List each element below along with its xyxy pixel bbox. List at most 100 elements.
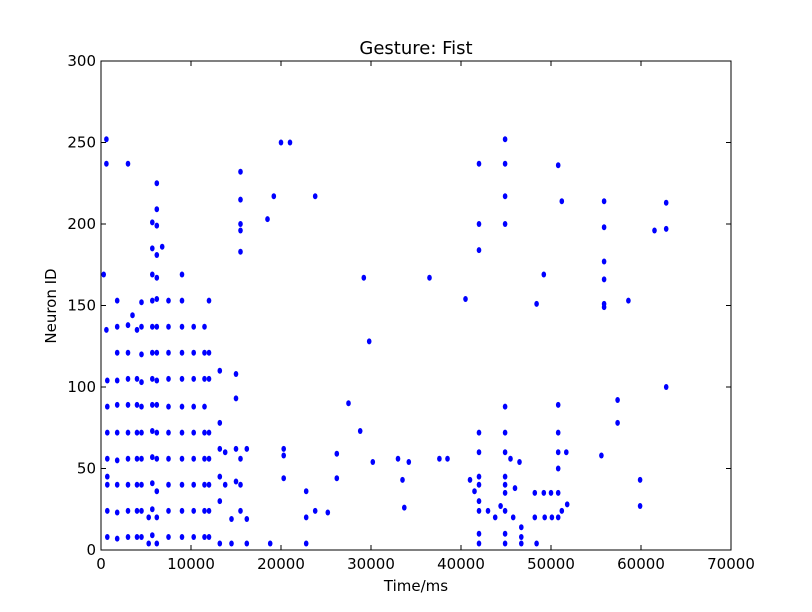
spike-point bbox=[114, 457, 120, 464]
spike-point bbox=[312, 507, 318, 514]
spike-point bbox=[541, 271, 547, 278]
x-tick-label: 50000 bbox=[527, 555, 575, 573]
spike-point bbox=[202, 455, 207, 462]
spike-point bbox=[125, 375, 131, 382]
spike-point bbox=[217, 419, 223, 426]
spike-point bbox=[512, 485, 518, 492]
spike-point bbox=[105, 377, 110, 384]
spike-point bbox=[519, 534, 524, 540]
spike-point bbox=[179, 271, 185, 278]
spike-point bbox=[510, 514, 516, 521]
spike-point bbox=[334, 475, 340, 482]
spike-point bbox=[361, 274, 367, 281]
scatter-points bbox=[101, 136, 669, 547]
spike-point bbox=[166, 349, 171, 356]
spike-point bbox=[179, 403, 185, 410]
spike-point bbox=[476, 540, 482, 547]
spike-point bbox=[555, 449, 561, 456]
spike-point bbox=[191, 403, 196, 410]
spike-point bbox=[244, 540, 250, 547]
spike-point bbox=[564, 449, 569, 456]
spike-point bbox=[564, 501, 570, 508]
spike-point bbox=[150, 375, 155, 382]
spike-point bbox=[366, 338, 372, 345]
spike-point bbox=[601, 198, 607, 205]
spike-point bbox=[179, 297, 185, 304]
spike-point bbox=[534, 300, 539, 307]
spike-point bbox=[154, 206, 160, 213]
spike-point bbox=[114, 509, 120, 516]
spike-point bbox=[502, 429, 508, 436]
y-axis-label: Neuron ID bbox=[42, 268, 60, 343]
spike-point bbox=[191, 507, 196, 514]
spike-point bbox=[222, 449, 228, 456]
spike-point bbox=[238, 168, 243, 175]
y-tick-label: 300 bbox=[67, 52, 96, 70]
spike-point bbox=[485, 507, 491, 514]
spike-point bbox=[130, 312, 135, 319]
spike-point bbox=[502, 221, 508, 227]
spike-point bbox=[357, 428, 363, 434]
spike-point bbox=[555, 429, 561, 436]
spike-point bbox=[154, 540, 160, 547]
spike-point bbox=[663, 225, 669, 232]
spike-point bbox=[134, 507, 140, 514]
y-tick-label: 200 bbox=[67, 215, 96, 233]
spike-point bbox=[476, 221, 482, 227]
spike-point bbox=[502, 473, 508, 480]
spike-point bbox=[303, 488, 309, 495]
spike-point bbox=[154, 377, 160, 384]
spike-point bbox=[502, 489, 508, 496]
spike-point bbox=[134, 481, 140, 488]
spike-point bbox=[463, 296, 468, 302]
spike-point bbox=[191, 429, 196, 436]
spike-point bbox=[287, 139, 293, 146]
x-tick-label: 20000 bbox=[257, 555, 305, 573]
spike-point bbox=[601, 258, 607, 265]
spike-point bbox=[325, 509, 331, 516]
spike-point bbox=[166, 297, 171, 304]
spike-point bbox=[265, 216, 270, 223]
spike-point bbox=[206, 375, 212, 382]
spike-point bbox=[202, 534, 207, 540]
spike-point bbox=[154, 323, 160, 330]
y-axis-ticks: 0 50 100 150 200 250 300 bbox=[67, 52, 731, 559]
spike-point bbox=[601, 224, 607, 231]
spike-point bbox=[502, 530, 508, 537]
x-tick-label: 0 bbox=[96, 555, 106, 573]
spike-point bbox=[179, 375, 185, 382]
x-tick-label: 40000 bbox=[437, 555, 485, 573]
spike-point bbox=[114, 481, 120, 488]
spike-point bbox=[179, 534, 185, 540]
spike-point bbox=[303, 540, 309, 547]
spike-point bbox=[179, 429, 185, 436]
spike-point bbox=[159, 243, 165, 250]
spike-point bbox=[105, 429, 110, 436]
spike-point bbox=[238, 248, 243, 255]
spike-point bbox=[134, 401, 140, 408]
spike-point bbox=[467, 476, 473, 483]
spike-point bbox=[508, 455, 513, 462]
spike-point bbox=[637, 503, 643, 509]
spike-point bbox=[154, 401, 160, 408]
spike-point bbox=[402, 504, 407, 511]
spike-point bbox=[267, 540, 273, 547]
spike-point bbox=[139, 323, 144, 330]
spike-point bbox=[445, 455, 450, 462]
spike-point bbox=[134, 534, 140, 540]
spike-point bbox=[125, 322, 131, 329]
spike-point bbox=[146, 514, 151, 521]
spike-point bbox=[202, 481, 207, 488]
spike-point bbox=[244, 516, 250, 522]
spike-point bbox=[150, 480, 155, 487]
spike-point bbox=[217, 473, 223, 480]
spike-point bbox=[125, 455, 131, 462]
spike-point bbox=[541, 489, 547, 496]
spike-point bbox=[150, 401, 155, 408]
spike-point bbox=[601, 276, 607, 283]
spike-point bbox=[395, 455, 401, 462]
spike-point bbox=[105, 507, 110, 514]
spike-point bbox=[125, 534, 131, 540]
spike-point bbox=[303, 514, 309, 521]
spike-point bbox=[238, 507, 243, 514]
